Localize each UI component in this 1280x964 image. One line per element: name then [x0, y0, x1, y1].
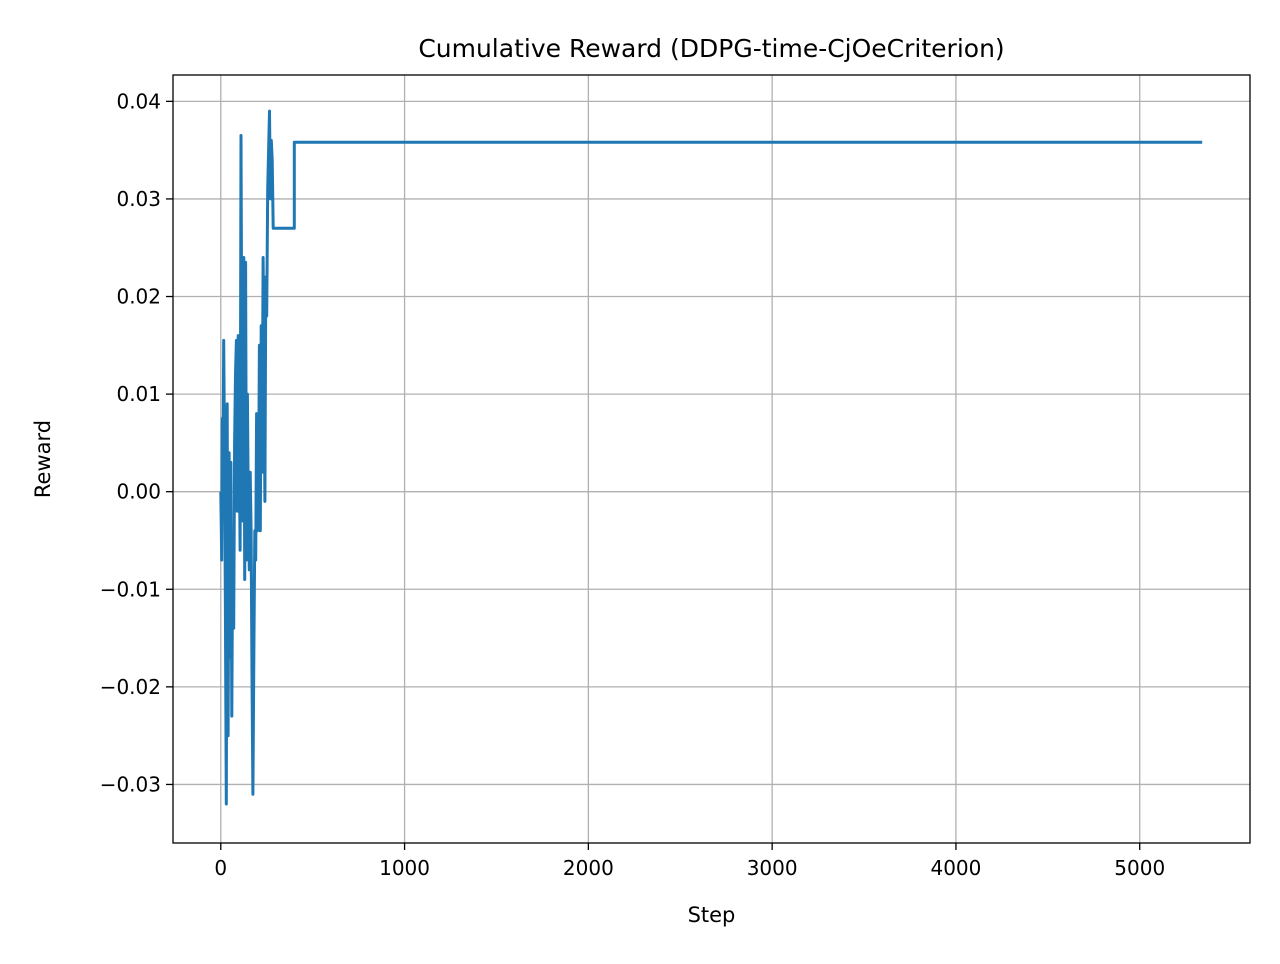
chart-title: Cumulative Reward (DDPG-time-CjOeCriteri…	[418, 34, 1004, 63]
x-tick-label: 1000	[379, 856, 430, 880]
series-layer	[219, 109, 1203, 806]
grid	[173, 75, 1250, 843]
x-tick-label: 4000	[930, 856, 981, 880]
y-tick-label: 0.03	[116, 187, 161, 211]
y-tick-label: −0.02	[100, 675, 161, 699]
y-tick-label: −0.03	[100, 772, 161, 796]
y-axis: −0.03 −0.02 −0.01 0.00 0.01 0.02 0.03 0.04	[100, 89, 173, 796]
x-tick-label: 2000	[563, 856, 614, 880]
x-tick-label: 0	[214, 856, 227, 880]
x-tick-label: 5000	[1114, 856, 1165, 880]
y-tick-label: 0.01	[116, 382, 161, 406]
x-axis-label: Step	[688, 903, 736, 927]
x-axis: 0 1000 2000 3000 4000 5000	[214, 843, 1165, 880]
y-tick-label: 0.02	[116, 285, 161, 309]
x-tick-label: 3000	[747, 856, 798, 880]
y-tick-label: 0.04	[116, 89, 161, 113]
y-tick-label: −0.01	[100, 577, 161, 601]
plot-frame	[172, 74, 1251, 844]
y-axis-label: Reward	[31, 420, 55, 498]
y-tick-label: 0.00	[116, 480, 161, 504]
series-line	[219, 109, 1203, 806]
